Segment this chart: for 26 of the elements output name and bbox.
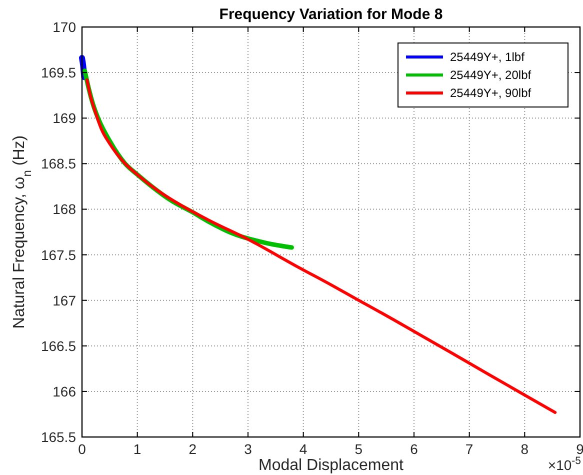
y-tick-label: 169.5: [40, 64, 76, 81]
legend-label: 25449Y+, 90lbf: [450, 86, 532, 100]
x-tick-label: 0: [78, 441, 86, 457]
y-tick-label: 168: [52, 201, 76, 218]
x-tick-label: 5: [354, 441, 363, 457]
y-tick-label: 169: [52, 110, 76, 126]
y-tick-label: 166: [52, 383, 76, 400]
x-tick-label: 3: [244, 441, 252, 457]
y-tick-label: 170: [52, 19, 76, 35]
x-tick-label: 8: [520, 441, 529, 457]
y-tick-label: 167.5: [40, 246, 76, 263]
x-tick-label: 6: [410, 441, 418, 457]
x-axis-title: Modal Displacement: [258, 457, 404, 474]
legend-label: 25449Y+, 1lbf: [450, 50, 526, 64]
y-tick-label: 166.5: [40, 338, 76, 354]
x-tick-label: 9: [576, 441, 583, 457]
x-tick-label: 7: [465, 441, 474, 457]
y-tick-label: 167: [52, 292, 76, 308]
x-tick-label: 4: [299, 441, 308, 457]
chart-title: Frequency Variation for Mode 8: [219, 6, 443, 23]
y-tick-label: 168.5: [40, 156, 76, 172]
x-tick-label: 1: [133, 441, 142, 457]
text: ×10$^{-5}$: [548, 455, 582, 473]
x-tick-label: 2: [188, 441, 197, 457]
legend-label: 25449Y+, 20lbf: [450, 68, 532, 82]
y-tick-label: 165.5: [40, 429, 76, 445]
